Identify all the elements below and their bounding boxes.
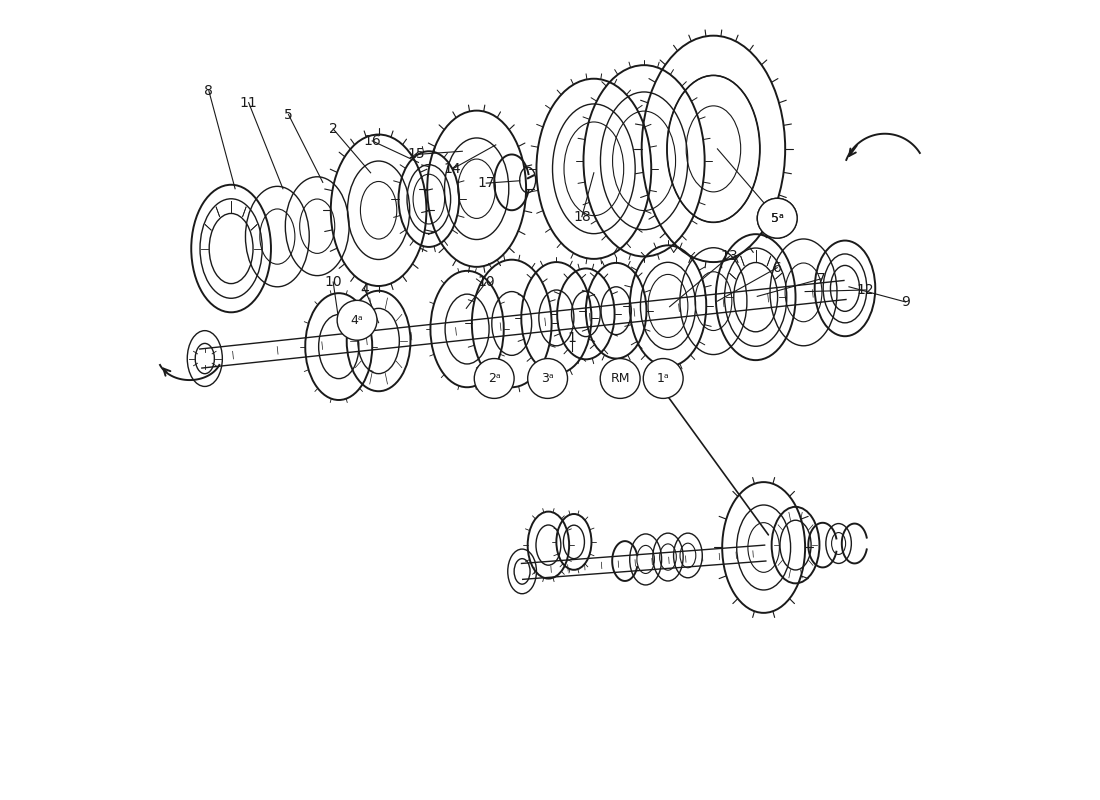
- Text: 6: 6: [773, 261, 782, 274]
- Text: 2: 2: [329, 122, 338, 136]
- Circle shape: [528, 358, 568, 398]
- Circle shape: [757, 198, 798, 238]
- Text: 4ᵃ: 4ᵃ: [351, 314, 363, 326]
- Text: 13: 13: [720, 250, 738, 263]
- Text: 15: 15: [407, 147, 425, 162]
- Circle shape: [757, 198, 798, 238]
- Circle shape: [337, 300, 377, 340]
- Text: 2ᵃ: 2ᵃ: [487, 372, 500, 385]
- Text: 10: 10: [477, 275, 495, 289]
- Text: 17: 17: [477, 176, 495, 190]
- Text: 5ᵃ: 5ᵃ: [771, 212, 783, 225]
- Text: 11: 11: [240, 96, 257, 110]
- Text: 5ᵃ: 5ᵃ: [771, 212, 783, 225]
- Text: 12: 12: [857, 283, 874, 297]
- Text: 4: 4: [361, 283, 370, 297]
- Text: 16: 16: [363, 134, 381, 148]
- Text: 5: 5: [284, 107, 293, 122]
- Circle shape: [474, 358, 514, 398]
- Text: 14: 14: [444, 162, 462, 176]
- Text: 3ᵃ: 3ᵃ: [541, 372, 554, 385]
- Text: 10: 10: [324, 275, 342, 289]
- Text: 7: 7: [816, 272, 825, 286]
- Text: 8: 8: [205, 84, 213, 98]
- Text: 18: 18: [573, 210, 591, 224]
- Text: RM: RM: [610, 372, 630, 385]
- Text: 1: 1: [568, 331, 576, 345]
- Circle shape: [644, 358, 683, 398]
- Text: 1ᵃ: 1ᵃ: [657, 372, 670, 385]
- Text: 9: 9: [901, 295, 910, 309]
- Circle shape: [601, 358, 640, 398]
